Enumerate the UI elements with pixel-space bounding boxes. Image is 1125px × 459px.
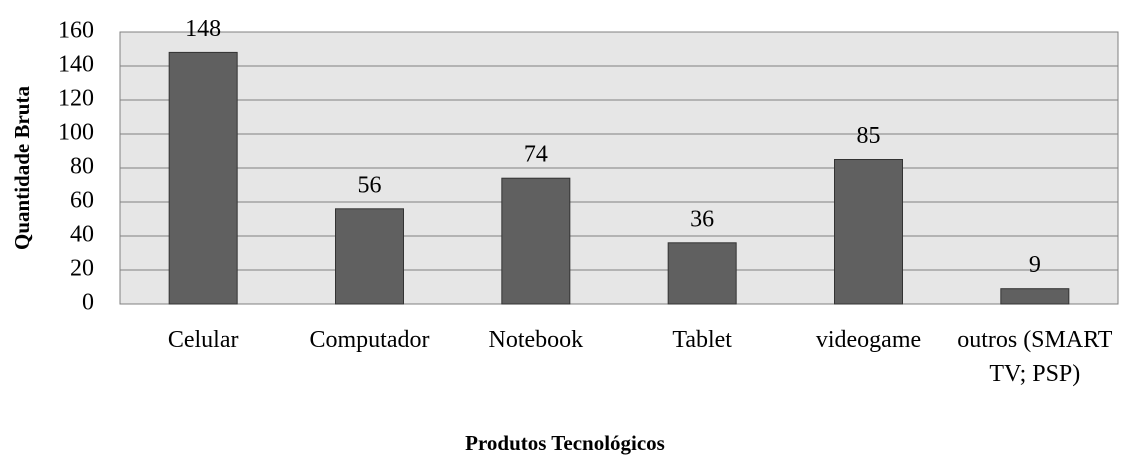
- y-tick-label: 100: [58, 120, 94, 146]
- x-tick-label: Notebook: [488, 327, 584, 353]
- bar: [834, 159, 903, 305]
- bar: [1000, 288, 1070, 305]
- bar: [335, 208, 404, 305]
- y-tick-label: 20: [70, 256, 94, 282]
- x-tick-label: videogame: [815, 327, 922, 353]
- data-label: 9: [1029, 252, 1041, 278]
- y-tick-label: 80: [70, 154, 94, 180]
- y-tick-label: 140: [58, 52, 94, 78]
- bar: [168, 51, 238, 305]
- data-label: 85: [857, 123, 881, 149]
- x-tick-label: Computador: [309, 327, 430, 353]
- bar: [667, 242, 737, 305]
- y-axis-title: Quantidade Bruta: [10, 86, 34, 250]
- y-tick-label: 40: [70, 222, 94, 248]
- y-tick-label: 0: [82, 290, 94, 316]
- y-tick-label: 160: [58, 18, 94, 44]
- y-tick-label: 120: [58, 86, 94, 112]
- data-label: 148: [185, 16, 221, 42]
- bar: [501, 177, 571, 305]
- data-label: 74: [524, 142, 548, 168]
- data-label: 56: [358, 172, 382, 198]
- data-label: 36: [690, 206, 714, 232]
- x-axis-title: Produtos Tecnológicos: [465, 431, 665, 455]
- x-tick-label: Tablet: [672, 327, 732, 353]
- x-tick-label: outros (SMART TV; PSP): [957, 327, 1113, 387]
- y-tick-label: 60: [70, 188, 94, 214]
- x-tick-label: Celular: [167, 327, 239, 353]
